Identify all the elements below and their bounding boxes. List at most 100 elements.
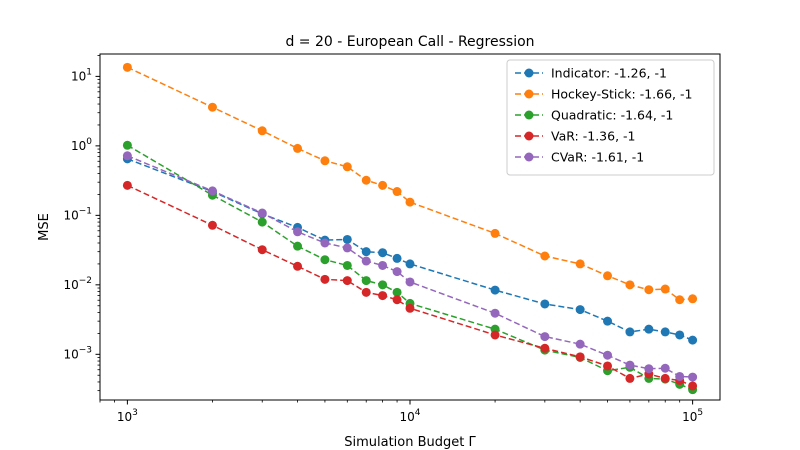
- data-point: [625, 280, 635, 290]
- data-point: [392, 253, 402, 263]
- data-point: [625, 360, 635, 370]
- data-point: [378, 280, 388, 290]
- data-point: [122, 151, 132, 161]
- data-point: [490, 285, 500, 295]
- data-point: [660, 373, 670, 383]
- data-point: [122, 62, 132, 72]
- data-point: [293, 227, 303, 237]
- data-point: [490, 228, 500, 238]
- data-point: [320, 255, 330, 265]
- legend-marker: [524, 68, 534, 78]
- data-point: [361, 276, 371, 286]
- data-point: [361, 256, 371, 266]
- data-point: [342, 243, 352, 253]
- data-point: [675, 330, 685, 340]
- data-point: [342, 234, 352, 244]
- data-point: [207, 186, 217, 196]
- data-point: [257, 126, 267, 136]
- data-point: [378, 260, 388, 270]
- data-point: [293, 261, 303, 271]
- data-point: [660, 363, 670, 373]
- x-axis-ticks: 103 104 105: [99, 400, 703, 424]
- data-point: [490, 330, 500, 340]
- data-point: [490, 308, 500, 318]
- data-point: [378, 180, 388, 190]
- data-point: [575, 259, 585, 269]
- x-tick-label: 104: [399, 408, 420, 424]
- data-point: [122, 140, 132, 150]
- y-tick-label: 10−1: [63, 206, 92, 222]
- data-point: [644, 324, 654, 334]
- data-point: [575, 339, 585, 349]
- y-tick-label: 100: [71, 137, 92, 153]
- data-point: [644, 285, 654, 295]
- y-axis-ticks: 101 100 10−1 10−2 10−3: [63, 55, 100, 392]
- data-point: [405, 197, 415, 207]
- data-point: [320, 156, 330, 166]
- data-point: [575, 305, 585, 315]
- data-point: [660, 327, 670, 337]
- legend-label: Hockey-Stick: -1.66, -1: [551, 87, 692, 102]
- data-point: [688, 381, 698, 391]
- data-point: [342, 260, 352, 270]
- series-group: [122, 151, 698, 382]
- data-point: [675, 295, 685, 305]
- data-point: [625, 373, 635, 383]
- data-point: [342, 162, 352, 172]
- x-tick-label: 103: [117, 408, 138, 424]
- y-tick-label: 10−2: [63, 276, 92, 292]
- data-point: [320, 238, 330, 248]
- data-point: [540, 332, 550, 342]
- data-point: [361, 175, 371, 185]
- data-point: [207, 102, 217, 112]
- data-point: [660, 284, 670, 294]
- y-tick-label: 101: [71, 67, 92, 83]
- data-point: [378, 248, 388, 258]
- legend-marker: [524, 152, 534, 162]
- data-point: [293, 241, 303, 251]
- data-point: [688, 335, 698, 345]
- plot-area: [122, 62, 698, 395]
- legend: Indicator: -1.26, -1 Hockey-Stick: -1.66,…: [506, 59, 715, 176]
- legend-label: Indicator: -1.26, -1: [551, 66, 667, 81]
- data-point: [361, 247, 371, 257]
- series-group: [122, 154, 698, 345]
- data-point: [688, 372, 698, 382]
- legend-marker: [524, 110, 534, 120]
- data-point: [603, 316, 613, 326]
- data-point: [361, 287, 371, 297]
- data-point: [320, 274, 330, 284]
- data-point: [405, 277, 415, 287]
- y-axis-label: MSE: [37, 213, 52, 241]
- data-point: [405, 259, 415, 269]
- data-point: [293, 143, 303, 153]
- data-point: [257, 217, 267, 227]
- legend-marker: [524, 89, 534, 99]
- data-point: [392, 287, 402, 297]
- data-point: [625, 327, 635, 337]
- data-point: [257, 245, 267, 255]
- legend-box: [506, 59, 715, 176]
- data-point: [122, 180, 132, 190]
- data-point: [378, 291, 388, 301]
- data-point: [644, 364, 654, 374]
- data-point: [603, 271, 613, 281]
- data-point: [392, 187, 402, 197]
- series-group: [122, 62, 698, 305]
- data-point: [575, 352, 585, 362]
- data-point: [257, 208, 267, 218]
- legend-marker: [524, 131, 534, 141]
- legend-label: VaR: -1.36, -1: [551, 129, 635, 144]
- chart-title: d = 20 - European Call - Regression: [285, 34, 534, 50]
- data-point: [342, 276, 352, 286]
- x-axis-label: Simulation Budget Γ: [344, 435, 476, 450]
- data-point: [207, 220, 217, 230]
- data-point: [405, 303, 415, 313]
- y-tick-label: 10−3: [63, 345, 92, 361]
- data-point: [392, 267, 402, 277]
- data-point: [540, 299, 550, 309]
- x-tick-label: 105: [682, 408, 703, 424]
- legend-label: Quadratic: -1.64, -1: [551, 108, 673, 123]
- data-point: [688, 294, 698, 304]
